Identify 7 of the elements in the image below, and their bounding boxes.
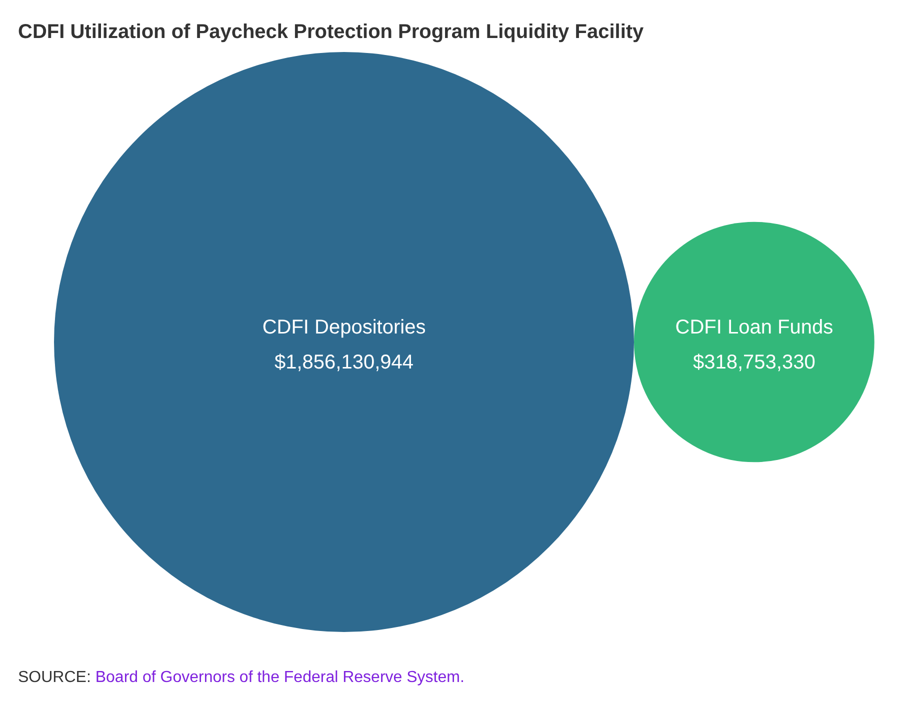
- source-note: SOURCE:: [18, 669, 91, 686]
- data-label: $318,753,330: [693, 352, 816, 374]
- data-label: $1,856,130,944: [274, 352, 414, 374]
- category-label: CDFI Loan Funds: [675, 316, 834, 339]
- category-label: CDFI Depositories: [262, 316, 426, 339]
- text: Board of Governors of the Federal Reserve System.: [95, 669, 464, 686]
- text: CDFI Utilization of Paycheck Protection Program Liquidity Facility: [18, 20, 644, 44]
